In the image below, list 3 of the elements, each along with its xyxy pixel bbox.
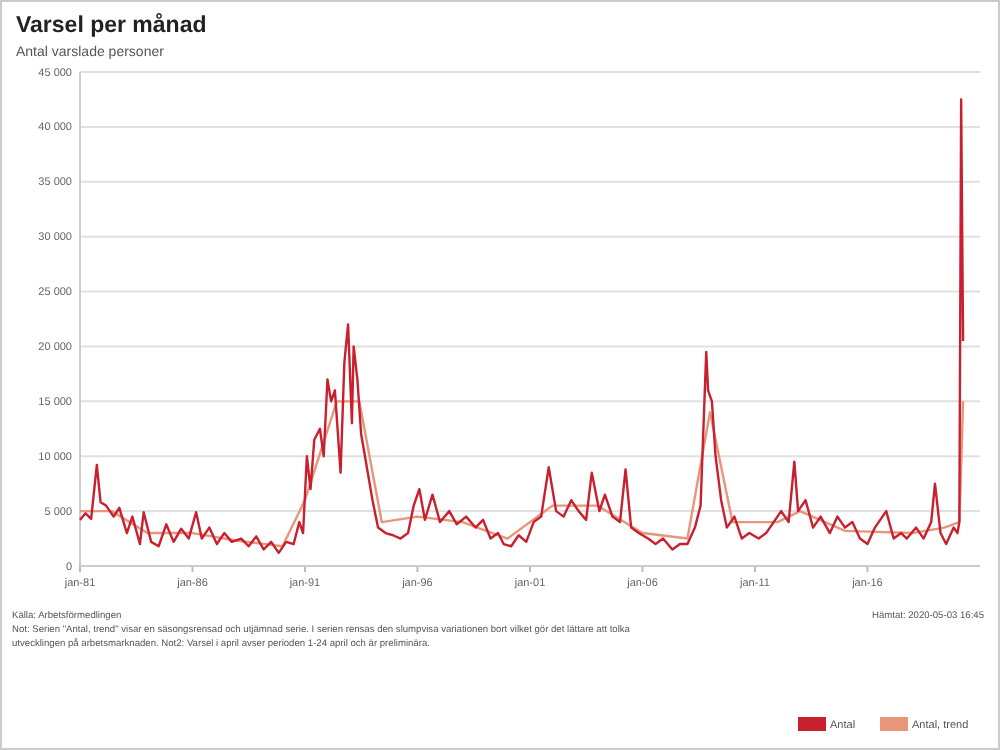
line-series: [78, 400, 965, 548]
line-series: [78, 98, 965, 555]
chart-title: Varsel per månad: [16, 12, 207, 38]
